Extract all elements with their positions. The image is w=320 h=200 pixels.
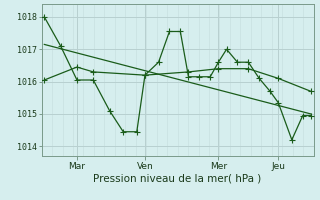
X-axis label: Pression niveau de la mer( hPa ): Pression niveau de la mer( hPa ) [93,173,262,183]
